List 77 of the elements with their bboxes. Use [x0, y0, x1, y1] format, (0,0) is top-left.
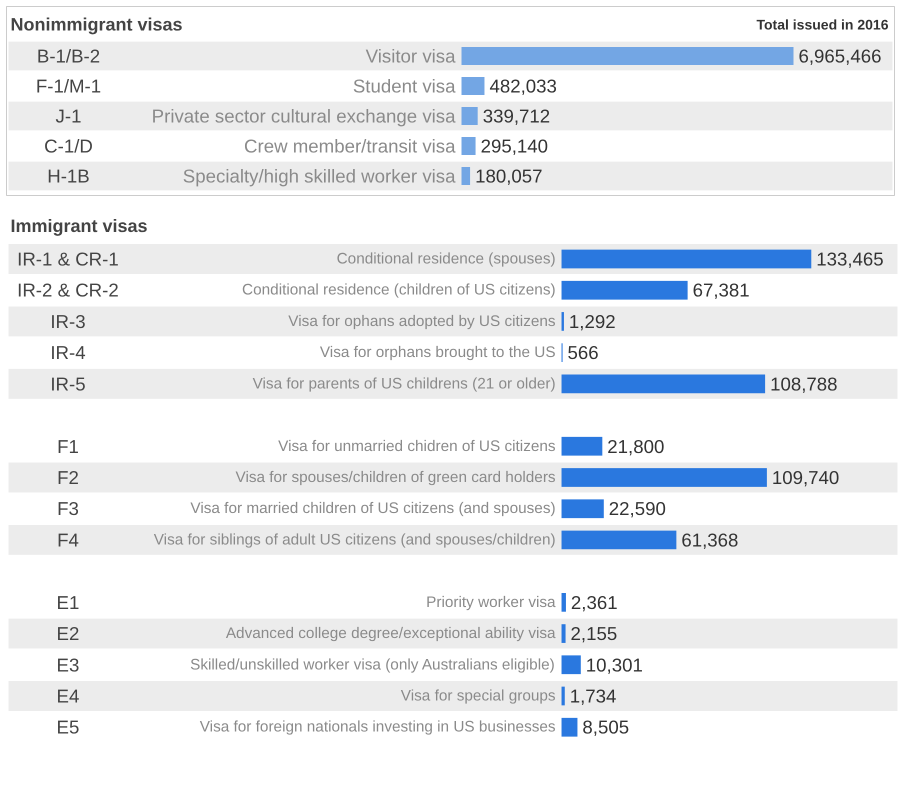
data-label: 67,381	[692, 280, 750, 301]
bar	[462, 167, 470, 185]
data-label: 61,368	[681, 529, 738, 550]
text: Immigrant visas	[10, 216, 148, 236]
bar	[562, 530, 676, 550]
y-tick-label: Visa for ophans adopted by US citizens	[288, 312, 556, 330]
bar	[562, 718, 578, 737]
data-label: 1,292	[568, 310, 616, 332]
data-label: 108,788	[770, 373, 838, 394]
data-label: 10,301	[586, 654, 643, 676]
text: E4	[56, 685, 80, 706]
data-label: 482,033	[489, 76, 557, 96]
bar	[562, 592, 566, 612]
bar	[462, 107, 478, 125]
text: E2	[56, 623, 80, 644]
text: E5	[56, 716, 80, 738]
y-tick-label: Visa for married children of US citizens (and spouses)	[190, 500, 556, 518]
data-label: 566	[568, 342, 599, 364]
bar	[562, 468, 767, 487]
bar	[562, 374, 766, 394]
y-tick-label: Private sector cultural exchange visa	[152, 106, 456, 126]
data-label: 22,590	[608, 498, 666, 520]
y-tick-label: Visa for foreign nationals investing in US businesses	[200, 718, 556, 736]
text: F4	[57, 529, 79, 550]
bar	[562, 624, 566, 643]
text: IR-3	[50, 310, 86, 332]
data-label: 6,965,466	[798, 46, 882, 66]
bar	[462, 47, 794, 65]
y-tick-label: Visa for orphans brought to the US	[320, 344, 556, 362]
y-tick-label: Visa for parents of US childrens (21 or older)	[252, 375, 556, 392]
bar	[462, 77, 484, 95]
text: Total issued in 2016	[756, 16, 889, 32]
y-tick-label: Crew member/transit visa	[244, 136, 456, 156]
y-tick-label: Visa for spouses/children of green card holders	[235, 469, 556, 486]
text: IR-2 & CR-2	[17, 280, 119, 301]
y-tick-label: Conditional residence (children of US citizens)	[242, 282, 556, 299]
text: F2	[57, 467, 79, 488]
data-label: 109,740	[772, 467, 840, 488]
text: C-1/D	[44, 136, 93, 156]
y-tick-label: Skilled/unskilled worker visa (only Australians eligible)	[190, 656, 555, 674]
text: F1	[57, 436, 79, 457]
text: E1	[56, 592, 80, 613]
bar	[562, 655, 581, 674]
text: H-1B	[47, 166, 90, 186]
text: F-1/M-1	[36, 76, 102, 96]
bar	[462, 137, 476, 155]
text: IR-5	[50, 373, 86, 394]
y-tick-label: Visa for siblings of adult US citizens (and spouses/children)	[154, 531, 556, 548]
data-label: 21,800	[607, 436, 664, 457]
text: IR-4	[50, 342, 86, 364]
text: E3	[56, 654, 80, 676]
text: B-1/B-2	[36, 46, 100, 66]
text: IR-1 & CR-1	[17, 248, 119, 270]
y-tick-label: Priority worker visa	[426, 594, 556, 611]
y-tick-label: Advanced college degree/exceptional ability visa	[226, 625, 556, 642]
data-label: 8,505	[582, 716, 630, 738]
data-label: 133,465	[816, 248, 884, 270]
bar	[562, 280, 688, 300]
y-tick-label: Specialty/high skilled worker visa	[182, 166, 456, 186]
y-tick-label: Visa for unmarried chidren of US citizens	[278, 438, 556, 455]
bar	[562, 436, 602, 456]
data-label: 339,712	[482, 106, 550, 126]
text: F3	[57, 498, 79, 520]
y-tick-label: Visitor visa	[366, 46, 456, 66]
y-tick-label: Conditional residence (spouses)	[336, 250, 556, 268]
data-label: 2,155	[570, 623, 618, 644]
data-label: 295,140	[480, 136, 548, 156]
data-label: 180,057	[475, 166, 543, 186]
text: Nonimmigrant visas	[10, 14, 183, 34]
bar	[562, 250, 812, 268]
bar	[562, 499, 604, 518]
data-label: 1,734	[570, 685, 616, 706]
text: J-1	[56, 106, 82, 126]
bar	[562, 686, 565, 706]
data-label: 2,361	[570, 592, 618, 613]
y-tick-label: Student visa	[352, 76, 456, 96]
y-tick-label: Visa for special groups	[400, 687, 556, 704]
